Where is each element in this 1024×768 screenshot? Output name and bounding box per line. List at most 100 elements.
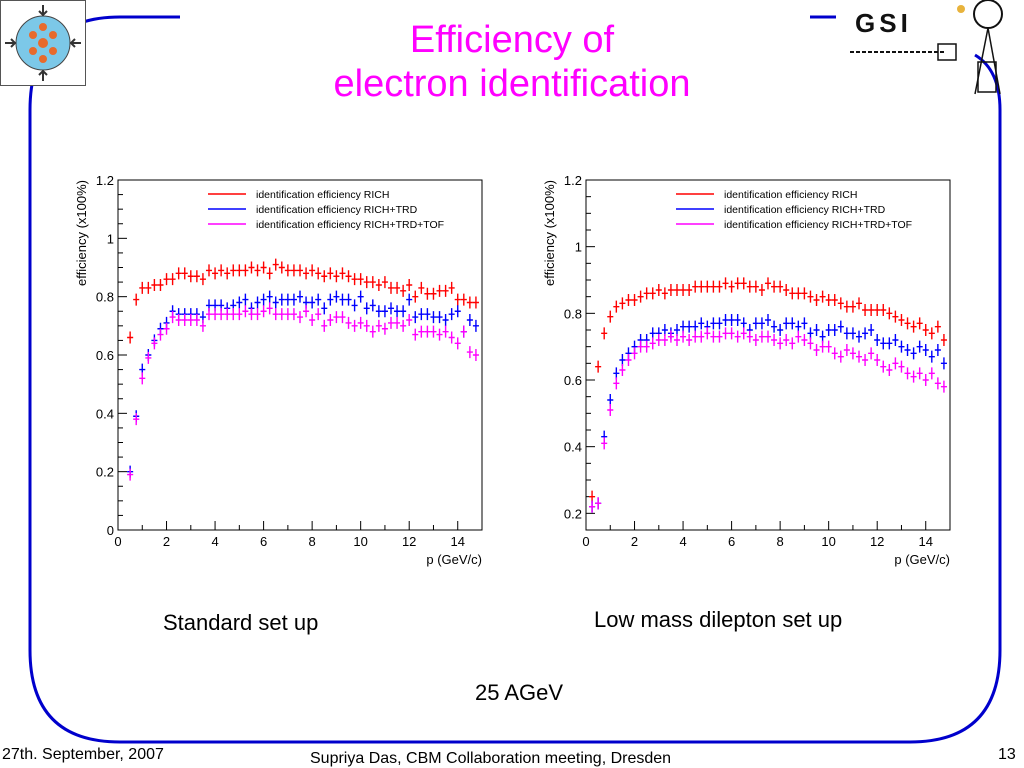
data-point: [424, 308, 431, 321]
data-point: [181, 314, 188, 326]
data-point: [771, 320, 778, 333]
y-tick-label: 1.2: [564, 173, 582, 188]
data-point: [327, 267, 334, 280]
data-point: [254, 308, 261, 321]
x-axis-label: p (GeV/c): [894, 552, 950, 567]
data-point: [218, 264, 225, 277]
data-point: [199, 319, 206, 332]
data-point: [381, 276, 388, 289]
data-point: [381, 322, 388, 335]
data-point: [139, 372, 146, 385]
data-point: [472, 296, 479, 309]
data-point: [783, 317, 790, 330]
data-point: [716, 317, 723, 330]
data-point: [862, 327, 869, 340]
data-point: [764, 314, 772, 326]
data-point: [825, 324, 832, 336]
x-tick-label: 4: [679, 534, 686, 549]
data-point: [934, 344, 941, 356]
data-point: [400, 319, 407, 332]
data-point: [339, 267, 346, 280]
data-point: [212, 267, 219, 280]
data-point: [345, 316, 352, 329]
data-point: [680, 330, 687, 343]
data-point: [369, 299, 376, 312]
data-point: [303, 267, 310, 280]
legend-entry: identification efficiency RICH+TRD: [256, 204, 418, 216]
legend-entry: identification efficiency RICH+TRD: [724, 204, 886, 216]
data-point: [813, 344, 820, 356]
data-point: [236, 264, 243, 277]
data-point: [758, 317, 765, 330]
data-point: [375, 279, 382, 291]
data-point: [145, 281, 152, 294]
y-axis-label: efficiency (x100%): [74, 180, 89, 286]
data-point: [175, 314, 182, 326]
data-point: [448, 331, 455, 344]
data-point: [777, 324, 784, 336]
data-point: [369, 325, 376, 338]
data-point: [667, 330, 674, 343]
data-point: [892, 310, 899, 323]
data-point: [637, 340, 644, 353]
data-point: [831, 324, 838, 336]
data-point: [874, 334, 881, 346]
data-point: [230, 308, 237, 321]
x-tick-label: 8: [777, 534, 784, 549]
data-point: [777, 337, 784, 350]
footer-presenter: Supriya Das, CBM Collaboration meeting, …: [310, 750, 672, 767]
data-point: [892, 357, 899, 370]
data-point: [394, 305, 401, 318]
data-point: [922, 374, 929, 386]
data-point: [212, 308, 219, 321]
data-point: [916, 367, 923, 380]
data-point: [783, 334, 790, 346]
data-point: [795, 287, 802, 300]
data-point: [333, 270, 340, 283]
data-point: [613, 367, 620, 380]
data-point: [430, 311, 437, 324]
data-point: [133, 413, 140, 426]
data-point: [375, 319, 382, 332]
data-point: [260, 293, 267, 306]
data-point: [460, 325, 467, 338]
data-point: [880, 360, 887, 373]
y-tick-label: 0.4: [564, 440, 582, 455]
data-point: [290, 293, 297, 306]
data-point: [874, 304, 881, 316]
data-point: [448, 281, 455, 294]
data-point: [333, 290, 340, 303]
data-point: [934, 320, 941, 333]
data-point: [430, 325, 437, 338]
data-point: [898, 360, 905, 373]
data-point: [260, 261, 267, 274]
x-axis-label: p (GeV/c): [426, 552, 482, 567]
x-tick-label: 2: [631, 534, 638, 549]
x-tick-label: 12: [402, 534, 416, 549]
x-tick-label: 6: [260, 534, 267, 549]
cbm-logo: [0, 0, 86, 86]
data-point: [740, 277, 747, 290]
data-point: [266, 267, 273, 280]
data-point: [169, 311, 176, 324]
data-point: [139, 281, 146, 294]
data-point: [843, 327, 850, 340]
data-point: [460, 293, 467, 306]
data-point: [454, 293, 461, 306]
data-point: [825, 294, 832, 306]
x-tick-label: 0: [114, 534, 121, 549]
title-line-1: Efficiency of: [409, 19, 615, 61]
data-point: [886, 364, 893, 376]
data-point: [442, 314, 449, 326]
caption-standard-setup: Standard set up: [163, 610, 319, 635]
x-tick-label: 14: [918, 534, 932, 549]
data-point: [601, 437, 608, 450]
data-point: [613, 377, 620, 390]
data-point: [133, 293, 140, 306]
efficiency-plot-low-mass: 0 2 4 6 8 10 12 14 0.2 0.4 0.6 0.8 1 1.2 p (GeV/c) effi…: [542, 173, 951, 567]
data-point: [789, 317, 796, 330]
data-point: [752, 280, 759, 293]
data-point: [242, 264, 249, 277]
data-point: [868, 304, 875, 316]
y-axis-label: efficiency (x100%): [542, 180, 557, 286]
